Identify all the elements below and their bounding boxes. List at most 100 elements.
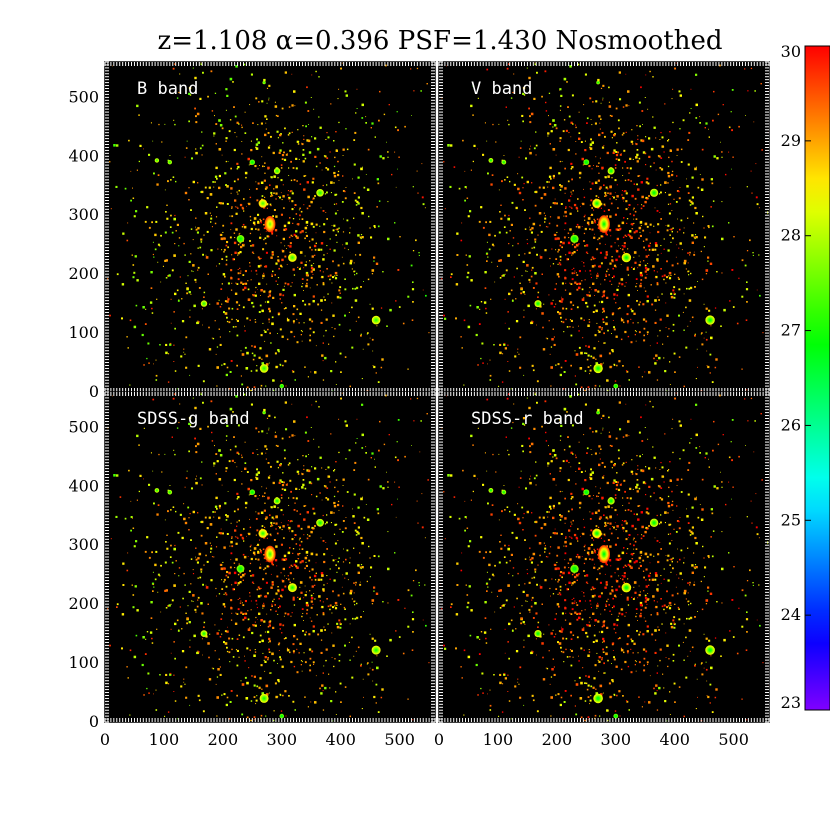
image-knot bbox=[542, 186, 545, 189]
image-knot bbox=[266, 87, 269, 89]
image-knot bbox=[754, 90, 756, 92]
image-knot bbox=[294, 537, 295, 538]
image-knot bbox=[322, 184, 324, 187]
image-knot bbox=[158, 244, 160, 246]
image-knot bbox=[256, 449, 258, 450]
image-knot bbox=[210, 215, 212, 217]
image-knot bbox=[235, 228, 238, 231]
image-knot bbox=[630, 180, 632, 182]
image-knot bbox=[649, 242, 651, 244]
image-knot bbox=[248, 532, 251, 536]
image-knot bbox=[731, 89, 734, 91]
image-knot bbox=[699, 174, 701, 175]
image-knot bbox=[582, 337, 584, 339]
image-knot bbox=[182, 597, 184, 600]
image-knot bbox=[550, 206, 552, 208]
image-knot bbox=[297, 473, 300, 475]
image-knot bbox=[236, 308, 239, 310]
image-knot bbox=[491, 174, 494, 176]
image-knot bbox=[289, 572, 292, 575]
image-knot bbox=[648, 195, 650, 197]
image-knot bbox=[529, 226, 530, 228]
image-knot bbox=[250, 600, 252, 602]
image-knot bbox=[282, 288, 285, 291]
image-knot bbox=[293, 578, 295, 580]
image-knot bbox=[581, 261, 583, 262]
image-knot bbox=[591, 220, 594, 223]
image-knot bbox=[178, 575, 180, 577]
image-knot bbox=[301, 218, 304, 220]
image-knot bbox=[219, 202, 223, 205]
image-knot bbox=[418, 254, 420, 256]
image-knot bbox=[307, 376, 309, 378]
image-knot bbox=[312, 603, 314, 605]
image-knot bbox=[254, 621, 256, 623]
image-knot bbox=[231, 254, 233, 256]
image-knot bbox=[281, 580, 285, 583]
image-knot bbox=[225, 435, 228, 437]
image-knot bbox=[365, 504, 367, 505]
image-knot bbox=[626, 266, 629, 269]
image-knot bbox=[562, 321, 565, 324]
image-knot bbox=[203, 621, 206, 624]
image-knot bbox=[138, 160, 140, 163]
image-knot bbox=[216, 206, 218, 208]
image-knot bbox=[290, 179, 293, 182]
image-knot bbox=[121, 647, 123, 650]
image-knot bbox=[294, 105, 296, 107]
image-knot bbox=[641, 110, 644, 112]
image-knot bbox=[349, 562, 351, 564]
image-knot bbox=[204, 516, 207, 519]
image-knot bbox=[656, 342, 658, 344]
image-knot bbox=[370, 566, 373, 569]
image-knot bbox=[593, 209, 595, 211]
image-knot bbox=[278, 350, 280, 353]
image-knot bbox=[512, 91, 514, 94]
image-knot bbox=[616, 364, 618, 367]
image-knot bbox=[283, 638, 286, 640]
image-knot bbox=[329, 568, 331, 570]
image-knot bbox=[249, 592, 251, 594]
image-knot bbox=[289, 651, 291, 654]
image-knot bbox=[319, 225, 321, 227]
image-knot bbox=[185, 696, 188, 699]
image-knot bbox=[599, 157, 601, 159]
image-knot bbox=[444, 208, 446, 210]
image-knot bbox=[185, 366, 188, 369]
image-knot bbox=[589, 147, 593, 150]
image-knot bbox=[418, 584, 420, 586]
image-knot bbox=[196, 605, 199, 608]
image-knot bbox=[583, 319, 585, 321]
image-knot bbox=[361, 403, 364, 406]
image-knot bbox=[648, 137, 651, 140]
image-knot bbox=[310, 222, 314, 226]
image-knot bbox=[252, 358, 255, 361]
image-knot bbox=[360, 234, 363, 236]
image-knot bbox=[199, 97, 202, 100]
image-knot bbox=[226, 515, 229, 518]
image-knot bbox=[247, 556, 249, 557]
image-knot bbox=[608, 352, 611, 355]
image-knot bbox=[523, 309, 525, 311]
image-knot bbox=[273, 659, 275, 662]
image-knot bbox=[307, 525, 310, 529]
image-knot bbox=[272, 481, 275, 485]
image-knot bbox=[716, 157, 719, 160]
image-knot bbox=[609, 262, 612, 265]
image-knot bbox=[315, 242, 317, 244]
image-knot bbox=[304, 101, 307, 104]
image-knot bbox=[283, 308, 286, 310]
image-knot bbox=[609, 198, 611, 200]
image-knot bbox=[283, 449, 286, 452]
image-knot bbox=[672, 330, 675, 332]
image-knot bbox=[273, 192, 275, 194]
image-knot bbox=[211, 337, 213, 339]
image-knot bbox=[344, 577, 346, 579]
image-knot bbox=[160, 611, 162, 613]
image-knot bbox=[259, 347, 262, 350]
image-knot bbox=[687, 139, 690, 141]
image-knot bbox=[654, 207, 656, 209]
image-knot bbox=[216, 536, 218, 538]
image-knot bbox=[693, 251, 695, 253]
image-knot bbox=[300, 660, 303, 662]
